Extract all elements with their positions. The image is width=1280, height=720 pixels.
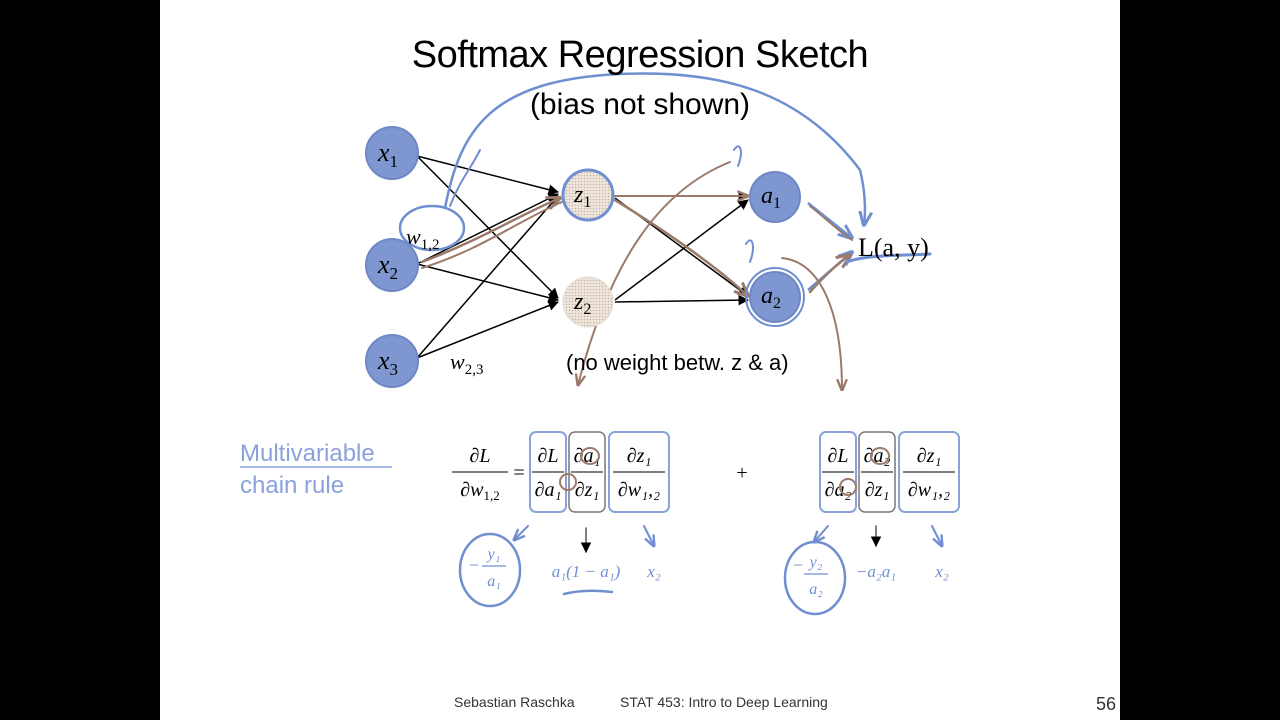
- derivative-results: − y₁ a₁ a₁(1 − a₁) x₂ − y₂ a₂ −a₂a₁ x₂: [469, 546, 949, 598]
- weight-label-w12: w1,2: [406, 224, 439, 253]
- label-a2: a2: [761, 283, 781, 312]
- chain-rule-equation: ∂L ∂w1,2 = ∂L ∂a₁ ∂a₁ ∂z₁ ∂z₁ ∂w₁,₂ + ∂L…: [452, 431, 960, 513]
- slide-subtitle: (bias not shown): [529, 88, 751, 121]
- chain-rule-label: Multivariable chain rule: [240, 440, 392, 499]
- net-input-layer: [561, 168, 615, 328]
- label-z1: z1: [573, 182, 591, 211]
- label-x2: x2: [377, 250, 398, 283]
- lhs-numerator: ∂L: [469, 445, 490, 467]
- t1-f2-num: ∂a₁: [574, 445, 601, 467]
- label-z2: z2: [573, 289, 591, 318]
- plus-sign: +: [736, 462, 747, 484]
- lhs-denominator: ∂w1,2: [460, 479, 499, 503]
- node-labels: x1 x2 x3 z1 z2 a1 a2 L(a, y) w1,2 w2,3: [377, 138, 929, 379]
- label-x1: x1: [377, 138, 398, 171]
- t1-f2-den: ∂z₁: [575, 479, 600, 501]
- t1-f3-num: ∂z₁: [627, 445, 652, 467]
- input-node-x2: [365, 238, 419, 292]
- page-number: 56: [1095, 694, 1116, 714]
- res1-right: x₂: [646, 562, 661, 581]
- handwritten-annotations: [398, 72, 932, 390]
- res2-den: a₂: [809, 581, 823, 598]
- footer-course: STAT 453: Intro to Deep Learning: [620, 694, 828, 710]
- res2-minus: −: [793, 555, 803, 575]
- res1-mid: a₁(1 − a₁): [552, 562, 621, 581]
- slide: x1 x2 x3 z1 z2 a1 a2 L(a, y) w1,2 w2,3 (…: [160, 0, 1120, 720]
- input-layer: [365, 126, 419, 388]
- t2-f1-num: ∂L: [827, 445, 848, 467]
- equals-sign: =: [513, 462, 524, 484]
- t2-f3-den: ∂w₁,₂: [908, 479, 950, 501]
- t2-f2-num: ∂a₂: [864, 445, 891, 467]
- res1-minus: −: [469, 555, 479, 575]
- network-diagram: x1 x2 x3 z1 z2 a1 a2 L(a, y) w1,2 w2,3 (…: [240, 72, 960, 616]
- res1-num: y₁: [486, 546, 501, 563]
- res2-right: x₂: [934, 562, 949, 581]
- input-node-x1: [365, 126, 419, 180]
- no-weight-note: (no weight betw. z & a): [566, 350, 789, 375]
- t1-f1-num: ∂L: [537, 445, 558, 467]
- t2-f3-num: ∂z₁: [917, 445, 942, 467]
- output-node-a1: [749, 171, 801, 223]
- res2-mid: −a₂a₁: [856, 562, 896, 581]
- equation-ink: [458, 447, 942, 616]
- edges-input-hidden: [416, 155, 560, 359]
- loss-label: L(a, y): [858, 233, 929, 262]
- res2-num: y₂: [808, 554, 823, 571]
- net-input-node-z1: [561, 168, 615, 222]
- res1-den: a₁: [487, 573, 501, 590]
- t1-f3-den: ∂w₁,₂: [618, 479, 660, 501]
- output-node-a2: [749, 271, 801, 323]
- t1-f1-den: ∂a₁: [535, 479, 562, 501]
- output-layer: [745, 171, 805, 327]
- input-node-x3: [365, 334, 419, 388]
- slide-title: Softmax Regression Sketch: [411, 34, 869, 76]
- t2-f2-den: ∂z₁: [865, 479, 890, 501]
- net-input-node-z2: [562, 276, 614, 328]
- label-a1: a1: [761, 183, 781, 212]
- label-x3: x3: [377, 346, 398, 379]
- footer-author: Sebastian Raschka: [454, 694, 575, 710]
- weight-label-w23: w2,3: [450, 349, 483, 378]
- chain-rule-label-line2: chain rule: [240, 472, 344, 499]
- t2-f1-den: ∂a₂: [825, 479, 852, 501]
- output-a2-highlight: [745, 267, 805, 327]
- chain-rule-label-line1: Multivariable: [240, 440, 375, 467]
